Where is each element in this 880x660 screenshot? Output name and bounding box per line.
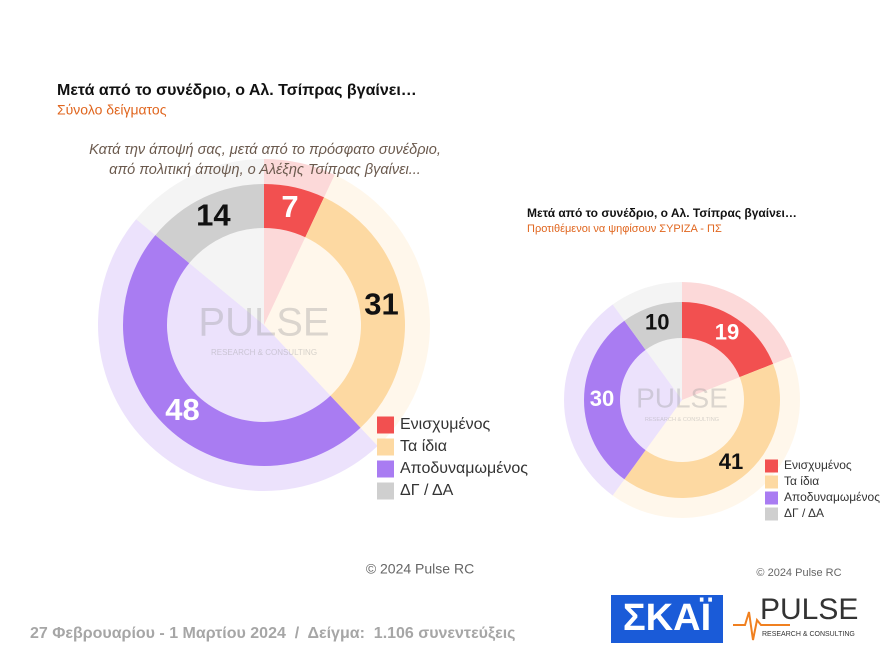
segment-halo bbox=[563, 304, 682, 496]
chart-title: Μετά από το συνέδριο, ο Αλ. Τσίπρας βγαί… bbox=[57, 82, 417, 99]
legend-label: Αποδυναμωμένος bbox=[784, 490, 880, 504]
value-label: 31 bbox=[364, 287, 398, 322]
question: από πολιτική άποψη, ο Αλέξης Τσίπρας βγα… bbox=[109, 162, 421, 178]
legend-swatch bbox=[765, 459, 778, 473]
value-label: 41 bbox=[719, 449, 743, 474]
chart-title: Μετά από το συνέδριο, ο Αλ. Τσίπρας βγαί… bbox=[527, 206, 797, 220]
copyright: © 2024 Pulse RC bbox=[366, 561, 474, 577]
value-label: 7 bbox=[281, 189, 298, 224]
pulse-logo: PULSE bbox=[760, 593, 858, 626]
legend-label: Ενισχυμένος bbox=[784, 458, 852, 472]
chart-subtitle: Σύνολο δείγματος bbox=[57, 102, 167, 118]
legend-swatch bbox=[377, 482, 394, 500]
pulse-logo-tagline: RESEARCH & CONSULTING bbox=[762, 631, 855, 638]
segment bbox=[624, 302, 682, 350]
chart-subtitle: Προτιθέμενοι να ψηφίσουν ΣΥΡΙΖΑ - ΠΣ bbox=[527, 223, 722, 235]
legend-swatch bbox=[377, 460, 394, 478]
value-label: 19 bbox=[715, 320, 739, 345]
legend-label: ΔΓ / ΔΑ bbox=[400, 482, 454, 499]
value-label: 48 bbox=[165, 392, 199, 427]
legend-swatch bbox=[765, 475, 778, 489]
segment bbox=[264, 184, 325, 238]
segment bbox=[682, 302, 774, 378]
legend-swatch bbox=[377, 416, 394, 434]
legend-swatch bbox=[765, 491, 778, 505]
pulse-logo-line bbox=[733, 611, 790, 641]
watermark-tagline: RESEARCH & CONSULTING bbox=[645, 417, 719, 423]
watermark: PULSE bbox=[636, 382, 728, 413]
copyright: © 2024 Pulse RC bbox=[756, 567, 841, 579]
legend-label: Τα ίδια bbox=[400, 438, 447, 455]
segment bbox=[624, 363, 780, 499]
segment bbox=[155, 184, 264, 264]
value-label: 14 bbox=[196, 198, 231, 233]
skai-logo-bg bbox=[611, 595, 723, 643]
skai-logo: ΣΚΑΪ bbox=[623, 596, 713, 639]
legend-label: Αποδυναμωμένος bbox=[400, 460, 528, 477]
watermark-tagline: RESEARCH & CONSULTING bbox=[211, 348, 317, 357]
legend-swatch bbox=[377, 438, 394, 456]
legend-swatch bbox=[765, 507, 778, 521]
legend-label: ΔΓ / ΔΑ bbox=[784, 506, 824, 520]
segment bbox=[305, 197, 406, 428]
value-label: 30 bbox=[590, 386, 614, 411]
legend-label: Ενισχυμένος bbox=[400, 416, 491, 433]
value-label: 10 bbox=[645, 310, 669, 335]
legend-label: Τα ίδια bbox=[784, 474, 819, 488]
watermark: PULSE bbox=[198, 301, 329, 345]
question: Κατά την άποψή σας, μετά από το πρόσφατο… bbox=[89, 142, 441, 158]
segment bbox=[584, 320, 646, 480]
segment bbox=[122, 235, 361, 466]
footer-text: 27 Φεβρουαρίου - 1 Μαρτίου 2024 / Δείγμα… bbox=[30, 625, 515, 642]
